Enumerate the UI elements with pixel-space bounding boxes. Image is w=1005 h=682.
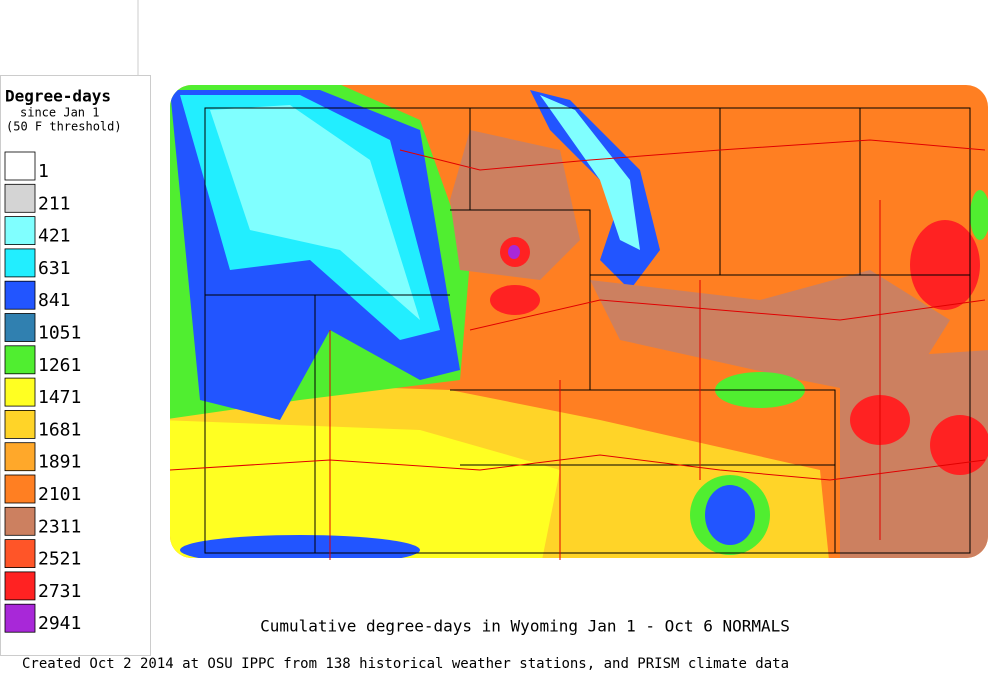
- legend-swatch: [4, 474, 36, 504]
- legend-swatch: [4, 377, 36, 407]
- legend-swatch: [4, 280, 36, 310]
- map-region: [540, 95, 640, 250]
- map-region: [450, 130, 580, 280]
- legend-label: 2521: [38, 549, 81, 570]
- legend-swatch: [4, 571, 36, 601]
- footer: Created Oct 2 2014 at OSU IPPC from 138 …: [22, 656, 789, 672]
- legend-label: 1051: [38, 323, 81, 344]
- legend-label: 841: [38, 290, 71, 311]
- map-region: [910, 220, 980, 310]
- map-region: [490, 285, 540, 315]
- legend-note: (50 F threshold): [6, 120, 122, 134]
- map-region: [970, 190, 988, 240]
- map-region: [930, 415, 988, 475]
- map-region: [180, 535, 420, 558]
- legend-swatch: [4, 313, 36, 342]
- legend-swatch: [4, 539, 36, 568]
- legend-label: 1: [38, 161, 49, 182]
- legend-swatch: [4, 248, 36, 278]
- legend-label: 631: [38, 258, 71, 279]
- map-region: [210, 105, 420, 320]
- legend-label: 1471: [38, 387, 81, 408]
- legend-swatch: [4, 603, 36, 633]
- roads: [169, 139, 986, 560]
- legend-label: 211: [38, 193, 71, 214]
- legend-swatch: [4, 442, 36, 472]
- legend-swatch: [4, 151, 36, 181]
- map-region: [170, 420, 560, 558]
- legend-label: 2941: [38, 613, 81, 634]
- legend-label: 421: [38, 226, 71, 247]
- legend-swatch: [4, 345, 36, 375]
- legend-label: 2101: [38, 484, 81, 505]
- legend-label: 2731: [38, 581, 81, 602]
- legend-label: 2311: [38, 516, 81, 537]
- map-region: [705, 485, 755, 545]
- legend-label: 1681: [38, 419, 81, 440]
- map-caption: Cumulative degree-days in Wyoming Jan 1 …: [260, 617, 790, 636]
- legend-label: 1261: [38, 355, 81, 376]
- legend-subtitle: since Jan 1: [20, 106, 99, 120]
- legend-title: Degree-days: [5, 87, 111, 106]
- legend-swatch: [4, 183, 36, 213]
- map-region: [508, 245, 520, 259]
- map: [169, 85, 988, 560]
- legend-entries: 1 211 421 631 841 1051 1261 1471 1681 1891 2101 231…: [4, 151, 81, 634]
- legend-label: 1891: [38, 452, 81, 473]
- legend-swatch: [4, 506, 36, 536]
- legend-swatch: [4, 216, 36, 246]
- legend-swatch: [4, 409, 36, 439]
